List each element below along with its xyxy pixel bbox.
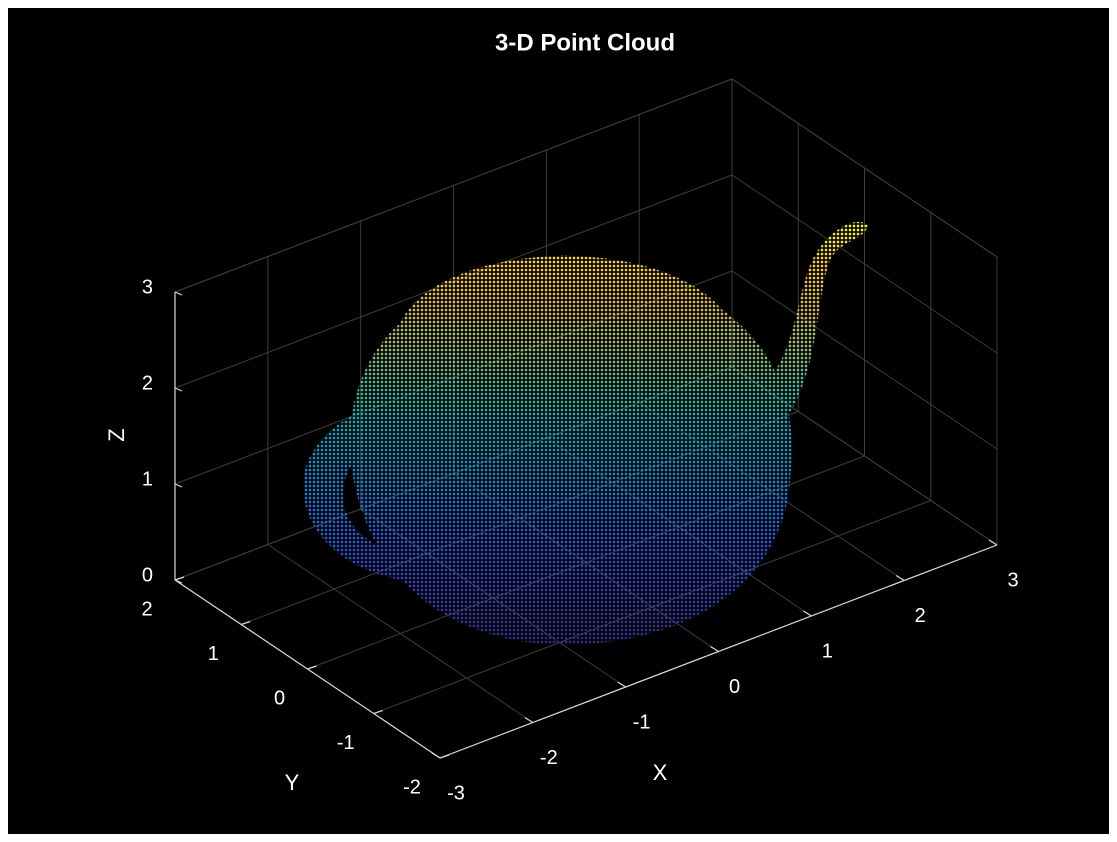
y-tick	[439, 754, 450, 759]
z-tick	[174, 387, 183, 392]
y-tick-label: 2	[141, 598, 152, 620]
z-tick-label: 1	[142, 468, 153, 490]
x-tick-label: 1	[822, 640, 833, 662]
grid-line	[731, 270, 998, 450]
z-tick-label: 0	[142, 564, 153, 586]
y-tick	[307, 665, 317, 670]
x-tick-label: -3	[447, 782, 465, 804]
z-tick	[174, 291, 183, 296]
x-tick	[803, 610, 812, 617]
grid-line	[731, 174, 998, 354]
axes: -3 -2 -1 0 1 2 3 -2 -1 0 1 2 0 1 2 3	[141, 276, 1018, 804]
teapot-point-cloud	[303, 221, 868, 645]
y-tick-label: 1	[208, 643, 219, 665]
x-tick	[431, 752, 441, 759]
z-axis-label: Z	[104, 428, 129, 441]
y-axis-label: Y	[285, 770, 300, 795]
y-tick	[174, 576, 185, 581]
grid-line	[731, 78, 998, 258]
x-tick-label: -1	[633, 711, 651, 733]
z-tick-label: 3	[142, 276, 153, 298]
y-tick	[373, 709, 383, 715]
x-tick	[710, 645, 719, 653]
y-tick-label: 0	[274, 687, 285, 709]
z-tick	[174, 483, 183, 488]
y-tick-label: -2	[403, 776, 421, 798]
y-tick	[241, 620, 251, 626]
z-tick-label: 2	[142, 372, 153, 394]
x-tick	[524, 716, 534, 724]
x-tick-label: 3	[1007, 569, 1018, 591]
x-axis-label: X	[653, 760, 668, 785]
x-tick-label: 2	[915, 605, 926, 627]
chart-title: 3-D Point Cloud	[495, 29, 675, 56]
x-tick-label: 0	[729, 676, 740, 698]
x-tick	[895, 574, 905, 582]
x-tick-label: -2	[540, 747, 558, 769]
z-tick	[174, 579, 183, 584]
grid-line	[174, 78, 733, 293]
x-tick	[617, 681, 626, 688]
x-tick	[988, 539, 998, 546]
y-tick-label: -1	[337, 732, 355, 754]
